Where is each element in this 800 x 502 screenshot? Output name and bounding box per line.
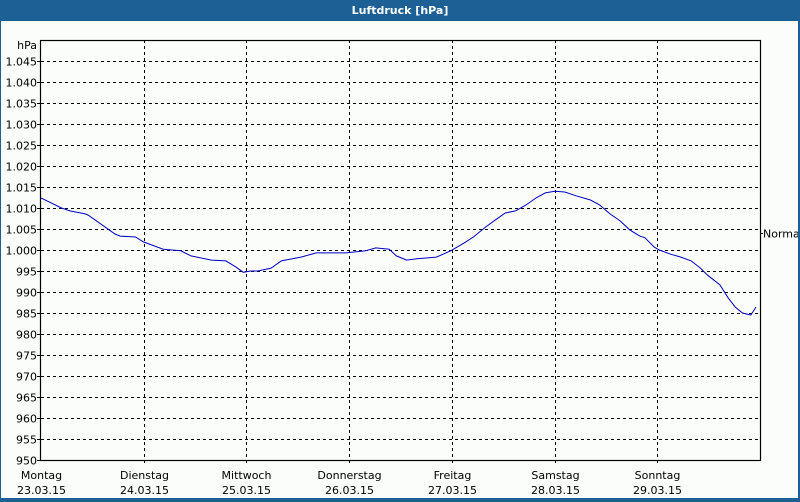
x-day-label: Montag [21, 469, 62, 482]
y-tick-label: 1.005 [6, 224, 38, 237]
x-day-label: Mittwoch [222, 469, 272, 482]
y-tick-label: 980 [16, 329, 37, 342]
normal-reference-marker: Normal [760, 228, 800, 241]
y-tick-label: 955 [16, 434, 37, 447]
y-tick-label: 1.040 [6, 77, 38, 90]
window-title: Luftdruck [hPa] [0, 0, 800, 21]
y-axis: 950 955 960 965 970 975 980 985 990 995 1.000 1.005… [6, 39, 41, 468]
x-day-label: Dienstag [120, 469, 169, 482]
x-date-label: 25.03.15 [222, 484, 271, 497]
x-date-label: 24.03.15 [120, 484, 169, 497]
x-day-label: Donnerstag [317, 469, 381, 482]
y-tick-label: 950 [16, 455, 37, 468]
x-date-label: 29.03.15 [633, 484, 682, 497]
x-axis: Montag 23.03.15 Dienstag 24.03.15 Mittwoch 25… [17, 469, 682, 497]
pressure-line-chart: 950 955 960 965 970 975 980 985 990 995 1.000 1.005… [6, 39, 800, 497]
y-tick-label: 965 [16, 392, 37, 405]
y-tick-label: 990 [16, 287, 37, 300]
x-day-label: Samstag [531, 469, 579, 482]
normal-label: Normal [763, 228, 798, 241]
plot-frame [39, 39, 762, 462]
y-tick-label: 1.030 [6, 119, 38, 132]
x-date-label: 26.03.15 [325, 484, 374, 497]
x-day-label: Freitag [434, 469, 472, 482]
y-tick-label: 1.025 [6, 140, 38, 153]
y-tick-label: 1.010 [6, 203, 38, 216]
grid-lines [41, 40, 760, 464]
y-tick-label: 975 [16, 350, 37, 363]
x-date-label: 28.03.15 [531, 484, 580, 497]
y-tick-label: 1.015 [6, 182, 38, 195]
x-date-label: 23.03.15 [17, 484, 66, 497]
y-tick-label: 960 [16, 413, 37, 426]
x-date-label: 27.03.15 [428, 484, 477, 497]
y-tick-label: 1.045 [6, 56, 38, 69]
y-tick-label: 970 [16, 371, 37, 384]
y-tick-label: 1.000 [6, 245, 38, 258]
chart-area: 950 955 960 965 970 975 980 985 990 995 1.000 1.005… [1, 21, 800, 498]
y-tick-label: 985 [16, 308, 37, 321]
y-axis-unit: hPa [17, 39, 37, 52]
y-tick-label: 1.020 [6, 161, 38, 174]
x-day-label: Sonntag [635, 469, 681, 482]
y-tick-label: 995 [16, 266, 37, 279]
pressure-series-line [40, 190, 757, 316]
y-tick-label: 1.035 [6, 98, 38, 111]
